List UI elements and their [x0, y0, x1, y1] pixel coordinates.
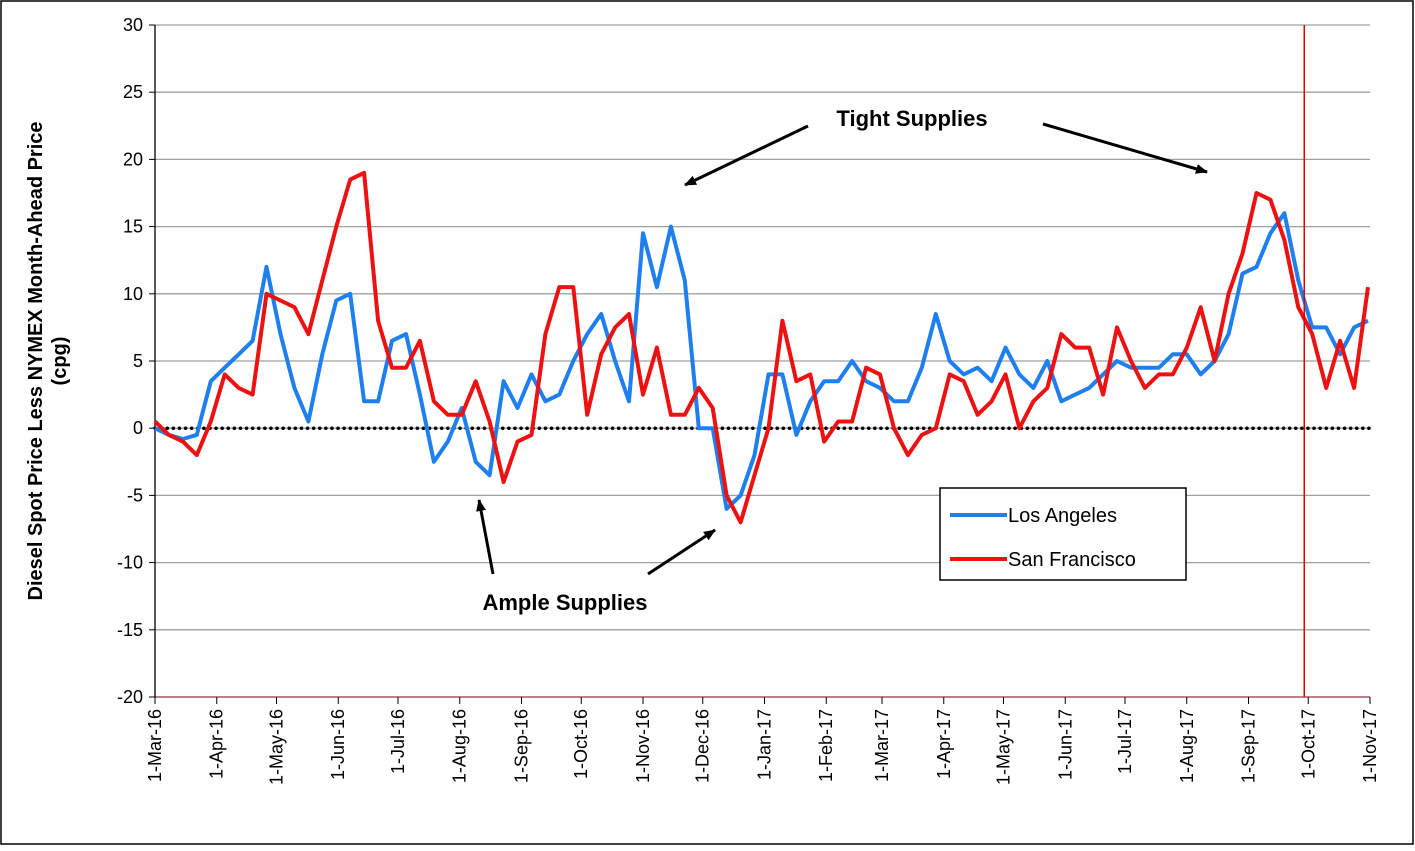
annotation: Tight Supplies — [836, 106, 987, 131]
legend-box — [939, 487, 1187, 581]
y-tick-label: 25 — [123, 82, 143, 102]
y-tick-label: -5 — [127, 485, 143, 505]
plot — [153, 170, 1370, 525]
x-tick-label: 1-Jun-17 — [1055, 709, 1075, 780]
x-tick-label: 1-Nov-17 — [1360, 709, 1380, 783]
x-tick-label: 1-Feb-17 — [816, 709, 836, 782]
y-tick-label: -10 — [117, 553, 143, 573]
x-tick-label: 1-Sep-16 — [511, 709, 531, 783]
x-tick-label: 1-Sep-17 — [1239, 709, 1259, 783]
y-tick-label: 15 — [123, 217, 143, 237]
x-tick-label: 1-May-17 — [994, 709, 1014, 785]
y-axis-label: (cpg) — [49, 337, 71, 386]
x-tick-label: 1-Jun-16 — [328, 709, 348, 780]
legend: Los Angeles San Francisco — [939, 487, 1187, 581]
x-tick-label: 1-Mar-17 — [872, 709, 892, 782]
y-tick-label: 30 — [123, 15, 143, 35]
y-axis-label: Diesel Spot Price Less NYMEX Month-Ahead… — [25, 121, 47, 600]
y-tick-label: 20 — [123, 149, 143, 169]
x-tick-label: 1-Apr-16 — [207, 709, 227, 779]
x-tick-label: 1-Dec-16 — [693, 709, 713, 783]
arrow — [684, 124, 809, 187]
arrow — [476, 499, 495, 575]
series-line — [153, 170, 1370, 525]
x-tick-label: 1-Apr-17 — [934, 709, 954, 779]
x-tick-label: 1-Aug-16 — [450, 709, 470, 783]
x-tick-label: 1-Oct-16 — [571, 709, 591, 779]
x-tick-label: 1-May-16 — [267, 709, 287, 785]
x-tick-label: 1-Jul-16 — [388, 709, 408, 774]
y-tick-label: 10 — [123, 284, 143, 304]
x-tick-label: 1-Mar-16 — [145, 709, 165, 782]
x-tick-label: 1-Jul-17 — [1115, 709, 1135, 774]
x-tick-label: 1-Oct-17 — [1298, 709, 1318, 779]
arrow — [1042, 122, 1208, 174]
x-tick-label: 1-Nov-16 — [633, 709, 653, 783]
legend-label: San Francisco — [1008, 549, 1136, 571]
y-tick-label: -20 — [117, 687, 143, 707]
series-line — [154, 211, 1369, 511]
arrow — [647, 528, 716, 576]
legend-label: Los Angeles — [1008, 505, 1117, 527]
grid — [149, 24, 1372, 704]
y-tick-label: -15 — [117, 620, 143, 640]
y-tick-label: 5 — [133, 351, 143, 371]
x-tick-label: 1-Aug-17 — [1177, 709, 1197, 783]
x-tick-label: 1-Jan-17 — [754, 709, 774, 780]
y-tick-label: 0 — [133, 418, 143, 438]
annotation: Ample Supplies — [482, 590, 647, 615]
